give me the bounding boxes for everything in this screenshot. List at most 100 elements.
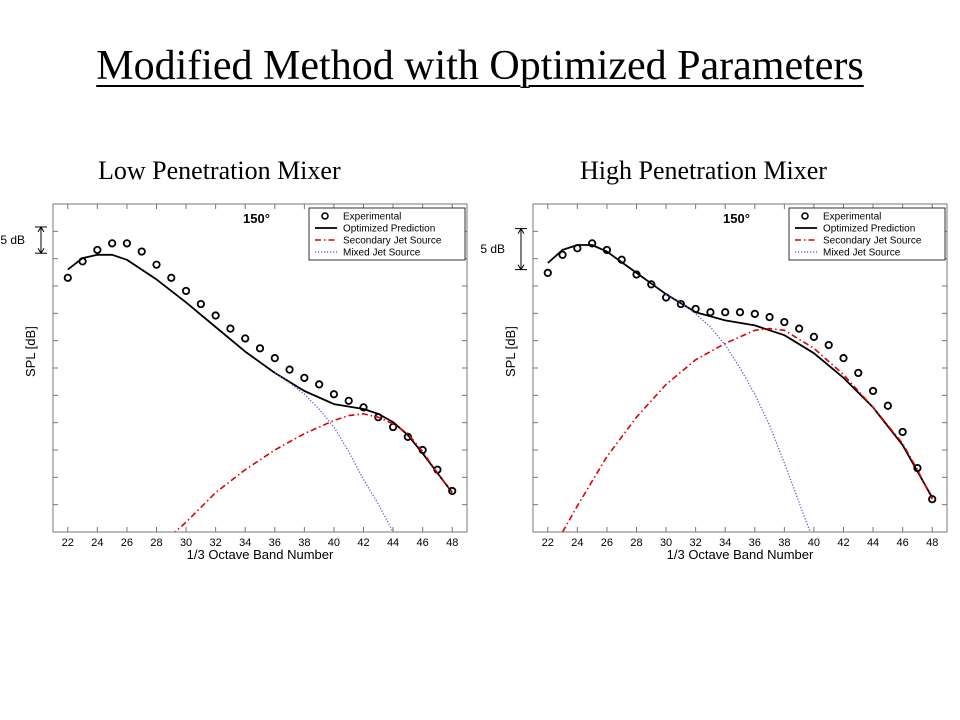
x-tick-label: 34 bbox=[719, 537, 731, 549]
x-tick-label: 30 bbox=[660, 537, 672, 549]
experimental-point bbox=[196, 299, 205, 309]
experimental-point bbox=[137, 247, 146, 256]
angle-label: 150° bbox=[723, 211, 750, 226]
x-tick-label: 46 bbox=[417, 537, 429, 549]
x-tick-label: 26 bbox=[121, 537, 133, 549]
x-tick-label: 30 bbox=[180, 537, 192, 549]
x-tick-label: 40 bbox=[328, 537, 340, 549]
x-axis-label: 1/3 Octave Band Number bbox=[187, 547, 334, 562]
x-tick-label: 36 bbox=[749, 537, 761, 549]
experimental-point bbox=[167, 273, 176, 282]
experimental-point bbox=[809, 332, 819, 341]
experimental-point bbox=[839, 354, 848, 363]
x-tick-label: 32 bbox=[690, 537, 702, 549]
experimental-point bbox=[795, 324, 804, 333]
legend-box bbox=[788, 207, 946, 261]
legend-box bbox=[308, 207, 466, 261]
x-tick-label: 42 bbox=[837, 537, 849, 549]
experimental-point bbox=[824, 340, 833, 350]
x-tick-label: 40 bbox=[808, 537, 820, 549]
experimental-point bbox=[211, 311, 220, 320]
experimental-point bbox=[883, 401, 892, 410]
experimental-point bbox=[647, 280, 656, 289]
x-tick-label: 38 bbox=[298, 537, 310, 549]
x-tick-label: 44 bbox=[867, 537, 879, 549]
x-tick-label: 22 bbox=[62, 537, 74, 549]
experimental-point bbox=[315, 380, 324, 389]
x-tick-label: 48 bbox=[926, 537, 938, 549]
left-chart-subtitle: Low Penetration Mixer bbox=[98, 156, 341, 185]
legend-marker bbox=[801, 212, 809, 220]
secondary-jet-source-line bbox=[561, 327, 933, 532]
experimental-point bbox=[93, 245, 102, 255]
experimental-point bbox=[750, 309, 759, 318]
experimental-point bbox=[448, 486, 457, 496]
x-tick-label: 36 bbox=[269, 537, 281, 549]
angle-label: 150° bbox=[243, 211, 270, 226]
legend-label: Secondary Jet Source bbox=[343, 236, 442, 247]
slide-title: Modified Method with Optimized Parameter… bbox=[96, 43, 864, 89]
scale-bar-label: 5 dB bbox=[0, 233, 25, 247]
experimental-point bbox=[181, 286, 191, 296]
experimental-point bbox=[854, 368, 863, 378]
y-axis-label: SPL [dB] bbox=[503, 326, 518, 377]
experimental-point bbox=[735, 308, 745, 317]
experimental-point bbox=[270, 354, 279, 363]
legend-label: Secondary Jet Source bbox=[823, 236, 922, 247]
experimental-point bbox=[359, 403, 368, 412]
x-tick-label: 24 bbox=[91, 537, 103, 549]
right-chart-subtitle: High Penetration Mixer bbox=[580, 156, 827, 185]
secondary-jet-source-line bbox=[173, 413, 453, 532]
legend-marker bbox=[321, 212, 329, 220]
x-tick-label: 34 bbox=[239, 537, 251, 549]
experimental-point bbox=[241, 334, 250, 343]
x-tick-label: 46 bbox=[897, 537, 909, 549]
experimental-point bbox=[63, 273, 72, 282]
x-tick-label: 22 bbox=[542, 537, 554, 549]
legend-label: Mixed Jet Source bbox=[823, 248, 901, 259]
experimental-point bbox=[765, 313, 774, 322]
experimental-point bbox=[122, 239, 132, 248]
experimental-point bbox=[898, 427, 907, 437]
experimental-point bbox=[152, 260, 161, 269]
mixed-jet-source-line bbox=[665, 293, 811, 532]
x-tick-label: 38 bbox=[778, 537, 790, 549]
low-penetration-chart: 22 24 26 28 30 32 34 36 38 40 42 44 46 48 1/3 Octave B… bbox=[0, 203, 468, 562]
experimental-point bbox=[344, 396, 353, 405]
high-penetration-chart: 22 24 26 28 30 32 34 36 38 40 42 44 46 48 1/3 Octave B… bbox=[480, 203, 948, 562]
x-tick-label: 44 bbox=[387, 537, 399, 549]
experimental-point bbox=[543, 268, 552, 277]
legend-label: Optimized Prediction bbox=[823, 224, 915, 235]
experimental-point bbox=[588, 239, 597, 248]
experimental-point bbox=[558, 250, 567, 259]
x-axis-label: 1/3 Octave Band Number bbox=[667, 547, 814, 562]
x-tick-label: 28 bbox=[630, 537, 642, 549]
x-tick-label: 32 bbox=[210, 537, 222, 549]
experimental-point bbox=[255, 344, 265, 353]
experimental-point bbox=[108, 239, 117, 248]
x-tick-label: 28 bbox=[150, 537, 162, 549]
experimental-point bbox=[868, 386, 878, 396]
experimental-point bbox=[329, 390, 339, 399]
x-tick-label: 48 bbox=[446, 537, 458, 549]
scale-bar-label: 5 dB bbox=[480, 242, 505, 256]
x-tick-label: 26 bbox=[601, 537, 613, 549]
experimental-point bbox=[676, 299, 685, 309]
y-axis-label: SPL [dB] bbox=[23, 326, 38, 377]
experimental-point bbox=[721, 308, 730, 317]
experimental-point bbox=[226, 324, 235, 333]
experimental-point bbox=[780, 317, 789, 327]
legend-label: Mixed Jet Source bbox=[343, 248, 421, 259]
mixed-jet-source-line bbox=[274, 372, 394, 532]
legend-label: Experimental bbox=[343, 212, 401, 223]
experimental-point bbox=[300, 373, 309, 382]
experimental-point bbox=[285, 365, 294, 374]
x-tick-label: 24 bbox=[571, 537, 583, 549]
legend-label: Experimental bbox=[823, 212, 881, 223]
series-group bbox=[63, 239, 457, 532]
x-tick-label: 42 bbox=[357, 537, 369, 549]
series-group bbox=[543, 239, 937, 532]
legend-label: Optimized Prediction bbox=[343, 224, 435, 235]
